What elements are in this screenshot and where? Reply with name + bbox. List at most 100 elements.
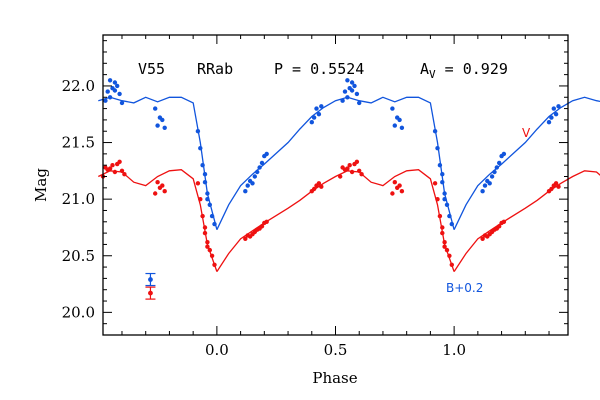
point-b-32-0 [437,163,443,168]
series-label-v: V [522,126,531,140]
point-v-39-0 [449,262,454,267]
point-b-3-0 [352,83,357,89]
x-axis-title: Phase [312,369,357,387]
point-b-35-2 [207,202,212,207]
point-b-33-2 [202,180,208,185]
point-b-9-2 [112,88,118,93]
point-b-4-2 [105,89,110,94]
point-v-6-2 [119,168,125,173]
point-b-28-1 [501,151,507,157]
point-v-17-0 [390,191,395,196]
point-b-30-0 [432,129,438,134]
point-b-14-1 [556,104,561,109]
y-tick-label: 21.5 [62,134,95,152]
point-v-5-2 [103,165,108,170]
point-v-3-2 [112,169,118,175]
point-b-8-0 [345,78,350,83]
point-b-3-2 [115,83,120,89]
point-b-29-1 [487,181,492,186]
point-v-15-2 [155,180,160,185]
point-b-34-2 [205,191,210,196]
x-tick-label: 0.5 [324,341,348,359]
point-b-25-1 [494,165,499,170]
y-tick-label: 20.5 [62,247,95,265]
point-b-24-1 [492,169,497,175]
point-v-14-1 [553,181,559,186]
point-v-11-1 [549,186,554,192]
point-v-9-0 [359,172,364,177]
y-tick-label: 20.0 [62,303,95,321]
point-v-13-1 [556,184,561,189]
point-v-11-0 [311,186,317,192]
point-b-38-2 [205,197,210,202]
point-v-20-1 [480,236,485,241]
point-b-35-0 [444,202,450,207]
point-b-28-0 [264,151,269,157]
point-b-0-0 [345,95,350,100]
point-v-36-0 [447,253,452,258]
axis-tick-labels: 0.0 0.5 1.0 20.0 20.5 21.0 21.5 22.0 [62,77,466,359]
header-period: P = 0.5524 [274,60,364,78]
error-bar-point-V [148,290,153,296]
point-b-38-0 [442,197,447,202]
point-v-34-2 [205,240,210,245]
point-v-38-0 [442,244,447,249]
x-tick-label: 0.0 [205,341,229,359]
point-b-21-0 [245,183,250,188]
point-v-30-0 [432,181,438,186]
point-v-29-0 [250,232,255,237]
point-b-9-0 [349,88,355,93]
y-tick-label: 22.0 [62,77,95,95]
y-tick-label: 21.0 [62,190,95,208]
header-type: RRab [197,60,233,78]
point-b-26-0 [259,160,265,166]
point-b-20-0 [243,189,248,194]
point-v-26-0 [259,224,265,229]
point-b-10-1 [546,120,552,125]
curve-v-tail [98,169,218,272]
y-axis-title: Mag [32,168,50,202]
point-v-28-1 [501,219,507,224]
point-b-6-2 [117,91,122,97]
x-tick-label: 1.0 [442,341,466,359]
point-v-26-1 [497,224,502,229]
point-b-26-1 [497,160,502,166]
point-b-23-0 [252,174,257,179]
point-b-7-2 [119,100,125,106]
point-b-15-2 [155,123,160,128]
point-b-17-2 [153,106,158,111]
point-b-12-1 [553,112,559,117]
point-v-32-2 [200,213,205,219]
point-b-33-0 [440,180,445,185]
point-v-14-0 [316,181,322,186]
point-b-23-1 [489,174,495,179]
point-v-36-2 [209,253,215,258]
point-b-11-1 [549,115,554,120]
point-v-19-2 [162,189,167,194]
error-bar-point-B [148,277,153,282]
point-v-13-0 [319,184,324,189]
point-v-39-2 [212,262,217,267]
point-v-28-0 [264,219,269,224]
point-v-5-0 [340,165,345,170]
point-v-0-0 [347,163,352,168]
point-b-13-1 [551,106,556,111]
point-b-30-2 [195,129,201,134]
header-star: V55 [138,60,165,78]
point-v-29-1 [487,232,492,237]
point-v-33-0 [440,230,445,236]
point-b-13-0 [314,106,319,111]
point-v-35-2 [207,247,212,253]
point-v-7-2 [117,159,122,164]
point-b-0-2 [107,95,113,100]
point-v-18-0 [397,183,402,188]
point-b-18-0 [397,117,402,123]
point-b-25-0 [257,165,262,170]
point-b-14-0 [319,104,324,109]
point-b-18-2 [160,117,165,123]
header-amp-subscript: V [429,68,436,81]
point-b-29-0 [250,181,255,186]
point-b-19-2 [162,125,167,130]
point-v-35-0 [444,247,450,253]
